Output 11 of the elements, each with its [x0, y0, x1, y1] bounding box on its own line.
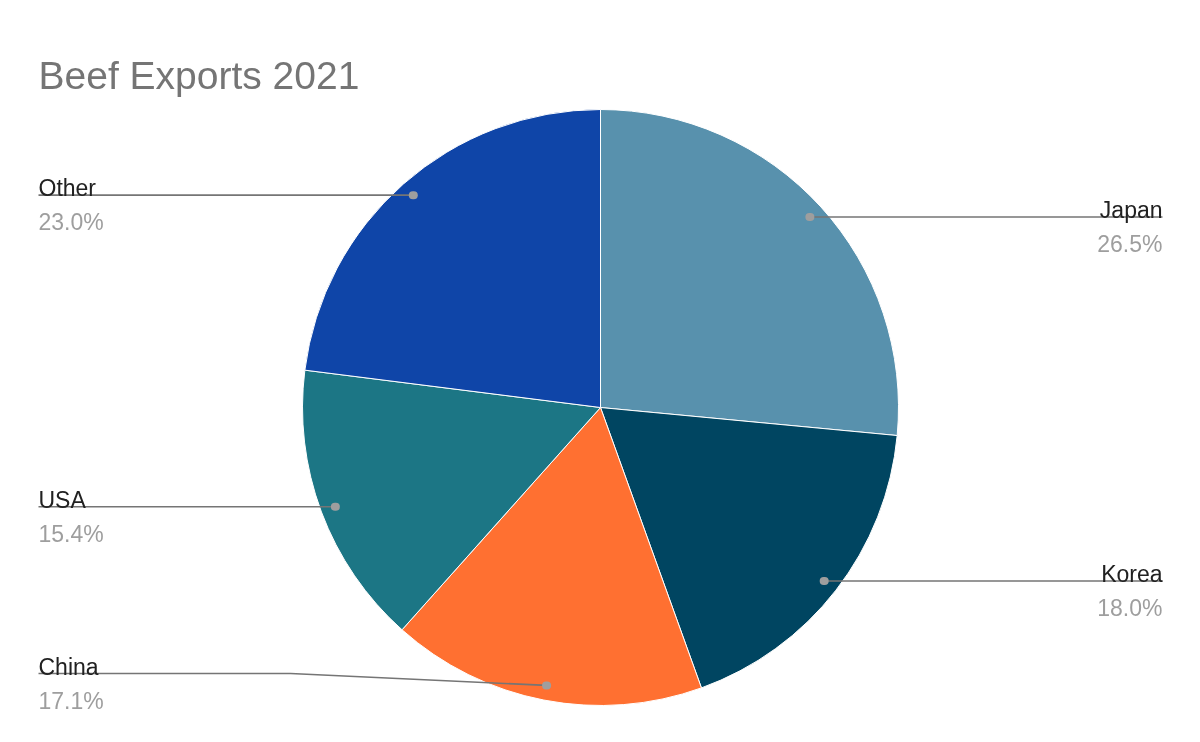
data-label: 15.4%: [38, 520, 104, 547]
slice-label: USA: [38, 486, 87, 513]
slice-label: Japan: [1099, 196, 1163, 223]
slice-label: Other: [38, 175, 97, 202]
data-label: 26.5%: [1097, 230, 1163, 257]
chart-title: Beef Exports 2021: [38, 54, 360, 97]
data-label: 23.0%: [38, 209, 104, 236]
data-label: 17.1%: [38, 687, 104, 714]
slice-label: Korea: [1101, 561, 1163, 588]
data-label: 18.0%: [1097, 595, 1163, 622]
slice-label: China: [38, 653, 99, 680]
